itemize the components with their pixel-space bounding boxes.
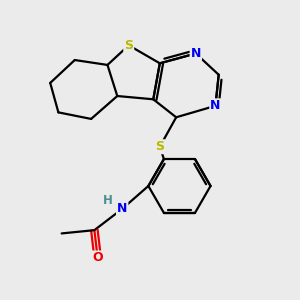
Text: N: N [210, 99, 220, 112]
Text: N: N [117, 202, 128, 215]
Text: S: S [155, 140, 164, 153]
Text: N: N [190, 47, 201, 60]
Text: S: S [124, 39, 133, 52]
Text: H: H [103, 194, 112, 207]
Text: O: O [92, 251, 103, 265]
